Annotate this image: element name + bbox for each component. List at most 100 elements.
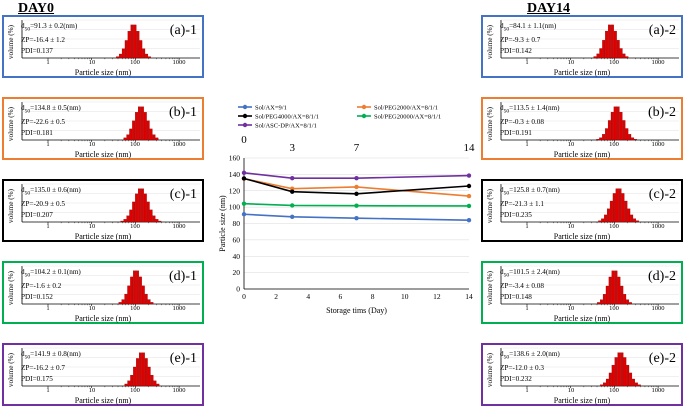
tick-label: 1000 (172, 141, 186, 148)
tick-label: 10 (567, 305, 575, 312)
histogram-bar (141, 352, 145, 387)
tick-label: 10 (88, 223, 96, 230)
legend-marker (361, 104, 367, 110)
legend-label: Sol/PEG20000/AX=8/1/1 (374, 113, 441, 120)
zp-text: ZP=-16.2 ± 0.7 (21, 364, 65, 373)
histogram-bar (148, 56, 151, 59)
panel-label: (d)-2 (648, 269, 676, 284)
series-line (243, 202, 470, 207)
histogram-bar (605, 378, 609, 387)
histogram-bar (120, 220, 124, 223)
histogram-bar (123, 219, 127, 223)
tick-label: 1000 (651, 141, 665, 148)
histogram-bar (626, 299, 630, 305)
tick-label: 1 (525, 223, 529, 230)
tick-label: 100 (130, 141, 140, 148)
day-annotation: 3 (289, 142, 295, 154)
panel-label: (e)-1 (169, 351, 197, 366)
data-point (290, 175, 295, 181)
histogram (21, 347, 200, 388)
series-line (243, 172, 470, 180)
d50-text: d50=135.0 ± 0.6(nm) (21, 186, 81, 197)
data-point (241, 201, 247, 206)
histogram (500, 347, 679, 388)
zp-text: ZP=-1.6 ± 0.2 (21, 282, 62, 291)
histogram-bar (603, 382, 606, 387)
tick-label: 1 (525, 141, 529, 148)
day-annotation: 7 (354, 142, 360, 154)
histogram-bar (130, 24, 134, 59)
histogram (500, 19, 679, 60)
tick-label: 1000 (172, 223, 186, 230)
histogram-bar (607, 120, 611, 141)
histogram (21, 101, 200, 142)
tick-label: 1000 (651, 59, 665, 66)
tick-label: 10 (88, 387, 96, 394)
size-panel-e-2: volume (%) d50=138.6 ± 2.0(nm) ZP=-12.0 … (481, 343, 683, 406)
histogram-bar (133, 270, 137, 305)
histogram-bar (143, 112, 147, 141)
tick-label: 100 (130, 387, 140, 394)
zp-text: ZP=-12.0 ± 0.3 (500, 364, 544, 373)
histogram-bar (144, 293, 148, 305)
panel-x-label: Particle size (nm) (553, 314, 611, 323)
histogram-bar (130, 276, 134, 305)
tick-label: 1000 (651, 223, 665, 230)
histogram-bar (149, 128, 153, 141)
pdi-text: PDI=0.137 (21, 47, 53, 56)
tick-label: 100 (609, 223, 619, 230)
d50-text: d50=101.5 ± 2.4(nm) (500, 268, 560, 279)
histogram-bar (129, 128, 133, 141)
x-tick-label: 6 (339, 292, 343, 301)
histogram-bar (132, 201, 136, 223)
histogram-bar (622, 120, 626, 141)
histogram-bar (634, 139, 637, 141)
panel-label: (b)-1 (169, 105, 197, 120)
tick-label: 10 (567, 387, 575, 394)
histogram-bar (138, 106, 141, 141)
day0-title: DAY0 (18, 1, 55, 16)
d50-text: d50=113.5 ± 1.4(nm) (500, 104, 560, 115)
pdi-text: PDI=0.191 (500, 129, 532, 138)
panel-label: (c)-2 (648, 187, 676, 202)
pdi-text: PDI=0.175 (21, 375, 53, 384)
histogram-bar (602, 134, 606, 141)
histogram-bar (139, 40, 143, 59)
tick-label: 1000 (651, 387, 665, 394)
histogram-bar (611, 270, 615, 305)
x-tick-label: 4 (306, 292, 310, 301)
panel-x-label: Particle size (nm) (553, 232, 611, 241)
d50-text: d50=138.6 ± 2.0(nm) (500, 350, 560, 361)
histogram-bar (138, 188, 141, 223)
legend-label: Sol/PEG2000/AX=8/1/1 (374, 104, 438, 111)
zp-text: ZP=-0.3 ± 0.08 (500, 118, 544, 127)
data-point (354, 176, 359, 181)
x-axis-label: Storage tims (Day) (326, 306, 387, 315)
histogram-bar (142, 48, 146, 59)
histogram-bar (625, 128, 629, 141)
histogram-bar (610, 24, 614, 59)
size-panel-d-1: volume (%) d50=104.2 ± 0.1(nm) ZP=-1.6 ±… (2, 261, 204, 324)
panel-stats: d50=104.2 ± 0.1(nm) ZP=-1.6 ± 0.2 PDI=0.… (21, 267, 81, 303)
histogram-bar (622, 53, 626, 59)
tick-label: 10 (567, 59, 575, 66)
histogram-bar (623, 357, 627, 387)
panel-stats: d50=84.1 ± 1.1(nm) ZP=-9.3 ± 0.7 PDI=0.1… (500, 21, 556, 57)
data-point (466, 193, 472, 199)
panel-stats: d50=101.5 ± 2.4(nm) ZP=-3.4 ± 0.08 PDI=0… (500, 267, 560, 303)
histogram-bar (601, 218, 605, 223)
panel-x-label: Particle size (nm) (553, 396, 611, 405)
panel-x-label: Particle size (nm) (74, 314, 132, 323)
histogram-bar (597, 302, 601, 305)
histogram-bar (126, 134, 130, 141)
y-tick-label: 100 (229, 203, 241, 212)
data-point (466, 217, 472, 223)
x-tick-label: 12 (433, 292, 441, 301)
y-tick-label: 140 (229, 170, 241, 179)
histogram-bar (598, 220, 602, 223)
panel-stats: d50=125.8 ± 0.7(nm) ZP=-21.3 ± 1.1 PDI=0… (500, 185, 560, 221)
tick-label: 100 (609, 59, 619, 66)
histogram-bar (610, 111, 614, 141)
day-annotation: 14 (464, 142, 476, 154)
x-tick-label: 2 (274, 292, 278, 301)
